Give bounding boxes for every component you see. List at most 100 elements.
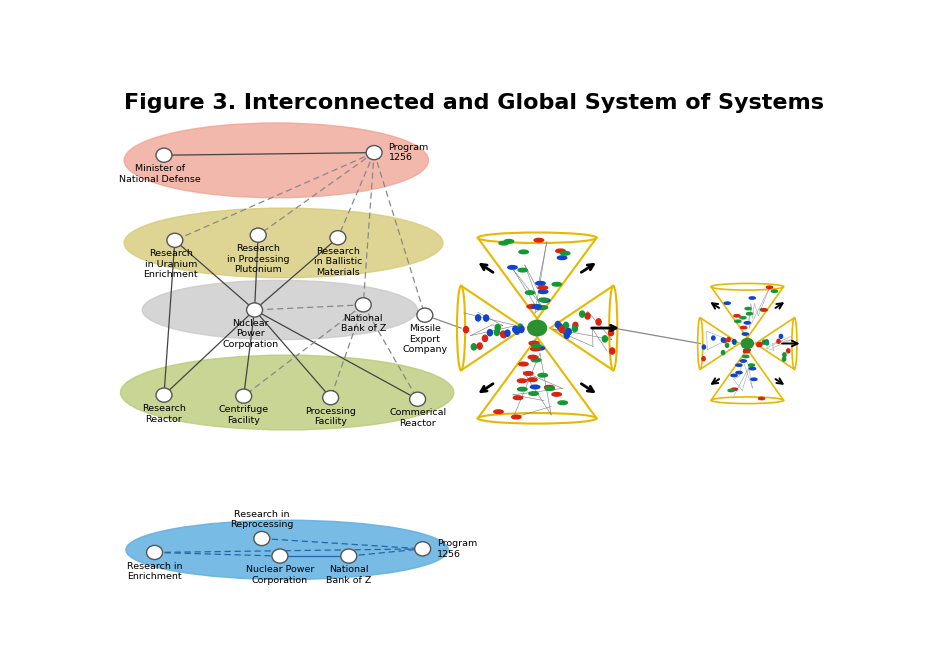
- Ellipse shape: [482, 335, 487, 342]
- Ellipse shape: [555, 322, 560, 328]
- Ellipse shape: [610, 348, 614, 354]
- Ellipse shape: [726, 343, 728, 347]
- Ellipse shape: [247, 303, 263, 317]
- Ellipse shape: [519, 250, 528, 254]
- Text: Nuclear Power
Corporation: Nuclear Power Corporation: [246, 565, 314, 584]
- Ellipse shape: [580, 311, 584, 317]
- Text: Research in
Reprocessing: Research in Reprocessing: [230, 510, 294, 529]
- Ellipse shape: [726, 338, 730, 342]
- Ellipse shape: [572, 326, 578, 332]
- Ellipse shape: [538, 373, 547, 377]
- Ellipse shape: [533, 305, 542, 308]
- Ellipse shape: [524, 372, 533, 375]
- Ellipse shape: [253, 531, 270, 545]
- Text: Program
1256: Program 1256: [388, 143, 429, 162]
- Ellipse shape: [539, 286, 548, 289]
- Ellipse shape: [508, 265, 517, 269]
- Ellipse shape: [560, 251, 569, 255]
- Text: Research
in Uranium
Enrichment: Research in Uranium Enrichment: [144, 249, 198, 279]
- Ellipse shape: [735, 320, 741, 322]
- Ellipse shape: [744, 349, 750, 351]
- Ellipse shape: [530, 385, 539, 389]
- Ellipse shape: [504, 239, 513, 243]
- Ellipse shape: [563, 326, 568, 332]
- Ellipse shape: [573, 322, 578, 328]
- Ellipse shape: [746, 312, 753, 315]
- Ellipse shape: [539, 298, 548, 302]
- Ellipse shape: [743, 350, 750, 353]
- Ellipse shape: [559, 326, 565, 332]
- Ellipse shape: [731, 375, 737, 377]
- Ellipse shape: [417, 308, 433, 322]
- Ellipse shape: [567, 328, 571, 335]
- Ellipse shape: [517, 379, 526, 383]
- Ellipse shape: [564, 332, 569, 338]
- Text: National
Bank of Z: National Bank of Z: [340, 314, 386, 333]
- Ellipse shape: [722, 350, 725, 354]
- Ellipse shape: [355, 297, 371, 312]
- Ellipse shape: [783, 357, 785, 361]
- Ellipse shape: [745, 308, 751, 310]
- Ellipse shape: [555, 249, 566, 253]
- Ellipse shape: [514, 328, 520, 334]
- Ellipse shape: [744, 322, 751, 324]
- Ellipse shape: [733, 340, 736, 344]
- Ellipse shape: [519, 362, 528, 366]
- Ellipse shape: [731, 388, 738, 391]
- Ellipse shape: [156, 148, 172, 162]
- Ellipse shape: [557, 256, 567, 259]
- Ellipse shape: [732, 340, 736, 344]
- Ellipse shape: [410, 392, 425, 406]
- Ellipse shape: [557, 324, 563, 330]
- Ellipse shape: [741, 338, 754, 348]
- Ellipse shape: [464, 326, 468, 333]
- Ellipse shape: [734, 315, 740, 317]
- Text: Nuclear
Power
Corporation: Nuclear Power Corporation: [223, 319, 279, 349]
- Text: Processing
Facility: Processing Facility: [305, 407, 356, 426]
- Ellipse shape: [761, 309, 767, 311]
- Ellipse shape: [126, 520, 449, 580]
- Ellipse shape: [756, 342, 760, 346]
- Ellipse shape: [742, 333, 748, 335]
- Ellipse shape: [748, 364, 755, 366]
- Text: Research in
Enrichment: Research in Enrichment: [127, 561, 182, 581]
- Ellipse shape: [725, 302, 730, 304]
- Ellipse shape: [777, 339, 780, 343]
- Text: Missile
Export
Company: Missile Export Company: [402, 324, 448, 354]
- Ellipse shape: [496, 324, 500, 331]
- Ellipse shape: [762, 340, 766, 344]
- Text: Program
1256: Program 1256: [437, 539, 477, 559]
- Text: Commerical
Reactor: Commerical Reactor: [389, 408, 446, 427]
- Ellipse shape: [766, 341, 769, 345]
- Ellipse shape: [564, 322, 568, 328]
- Ellipse shape: [771, 290, 778, 292]
- Ellipse shape: [527, 305, 537, 308]
- Ellipse shape: [758, 342, 762, 346]
- Ellipse shape: [487, 330, 493, 336]
- Ellipse shape: [749, 297, 755, 299]
- Ellipse shape: [540, 299, 550, 302]
- Ellipse shape: [323, 391, 338, 405]
- Ellipse shape: [483, 315, 489, 321]
- Ellipse shape: [121, 355, 453, 430]
- Ellipse shape: [585, 313, 590, 319]
- Ellipse shape: [142, 280, 418, 340]
- Ellipse shape: [529, 342, 539, 345]
- Ellipse shape: [758, 397, 765, 400]
- Ellipse shape: [511, 415, 521, 419]
- Ellipse shape: [251, 228, 266, 243]
- Ellipse shape: [544, 385, 554, 389]
- Ellipse shape: [494, 410, 503, 413]
- Ellipse shape: [156, 388, 172, 402]
- Text: Research
Reactor: Research Reactor: [142, 404, 186, 423]
- Ellipse shape: [539, 306, 548, 310]
- Ellipse shape: [751, 378, 757, 381]
- Ellipse shape: [528, 355, 538, 359]
- Ellipse shape: [124, 123, 428, 198]
- Ellipse shape: [518, 387, 527, 391]
- Ellipse shape: [545, 387, 554, 391]
- Ellipse shape: [147, 545, 163, 559]
- Ellipse shape: [166, 233, 183, 247]
- Text: Figure 3. Interconnected and Global System of Systems: Figure 3. Interconnected and Global Syst…: [124, 93, 824, 113]
- Ellipse shape: [596, 319, 601, 325]
